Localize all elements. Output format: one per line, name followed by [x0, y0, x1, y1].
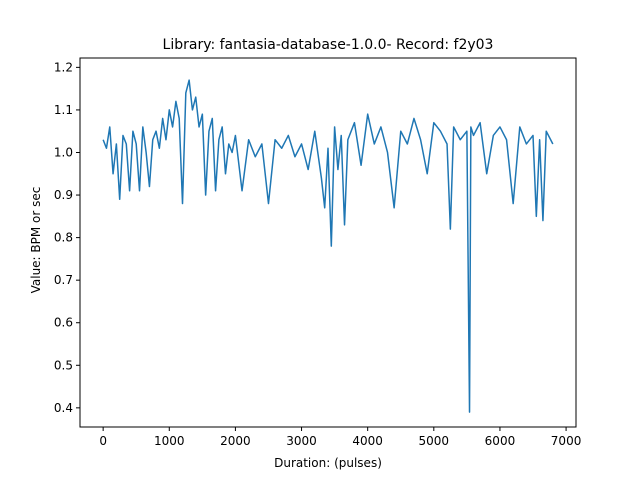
- axes-frame: [79, 57, 577, 428]
- x-tick-label: 5000: [419, 434, 450, 448]
- x-tick-label: 6000: [485, 434, 516, 448]
- x-tick-label: 7000: [551, 434, 582, 448]
- x-axis-label: Duration: (pulses): [274, 456, 382, 470]
- y-tick-label: 0.9: [54, 188, 73, 202]
- x-tick-label: 3000: [286, 434, 317, 448]
- x-tick-label: 2000: [220, 434, 251, 448]
- y-tick-label: 0.4: [54, 401, 73, 415]
- y-axis: 0.4 0.5 0.6 0.7 0.8 0.9 1.0 1.1 1.2: [54, 60, 80, 415]
- y-tick-label: 0.6: [54, 316, 73, 330]
- y-tick-label: 0.7: [54, 273, 73, 287]
- y-tick-label: 1.0: [54, 145, 73, 159]
- x-axis: 0 1000 2000 3000 4000 5000 6000 7000: [99, 427, 581, 448]
- series-line-1: [102, 79, 554, 413]
- y-tick-label: 1.1: [54, 103, 73, 117]
- x-tick-label: 4000: [352, 434, 383, 448]
- y-axis-label: Value: BPM or sec: [29, 187, 43, 294]
- chart-title: Library: fantasia-database-1.0.0- Record…: [163, 37, 494, 53]
- y-tick-label: 0.8: [54, 231, 73, 245]
- y-tick-label: 0.5: [54, 358, 73, 372]
- x-tick-label: 1000: [154, 434, 185, 448]
- y-tick-label: 1.2: [54, 60, 73, 74]
- x-tick-label: 0: [99, 434, 107, 448]
- plot-area: [79, 57, 577, 428]
